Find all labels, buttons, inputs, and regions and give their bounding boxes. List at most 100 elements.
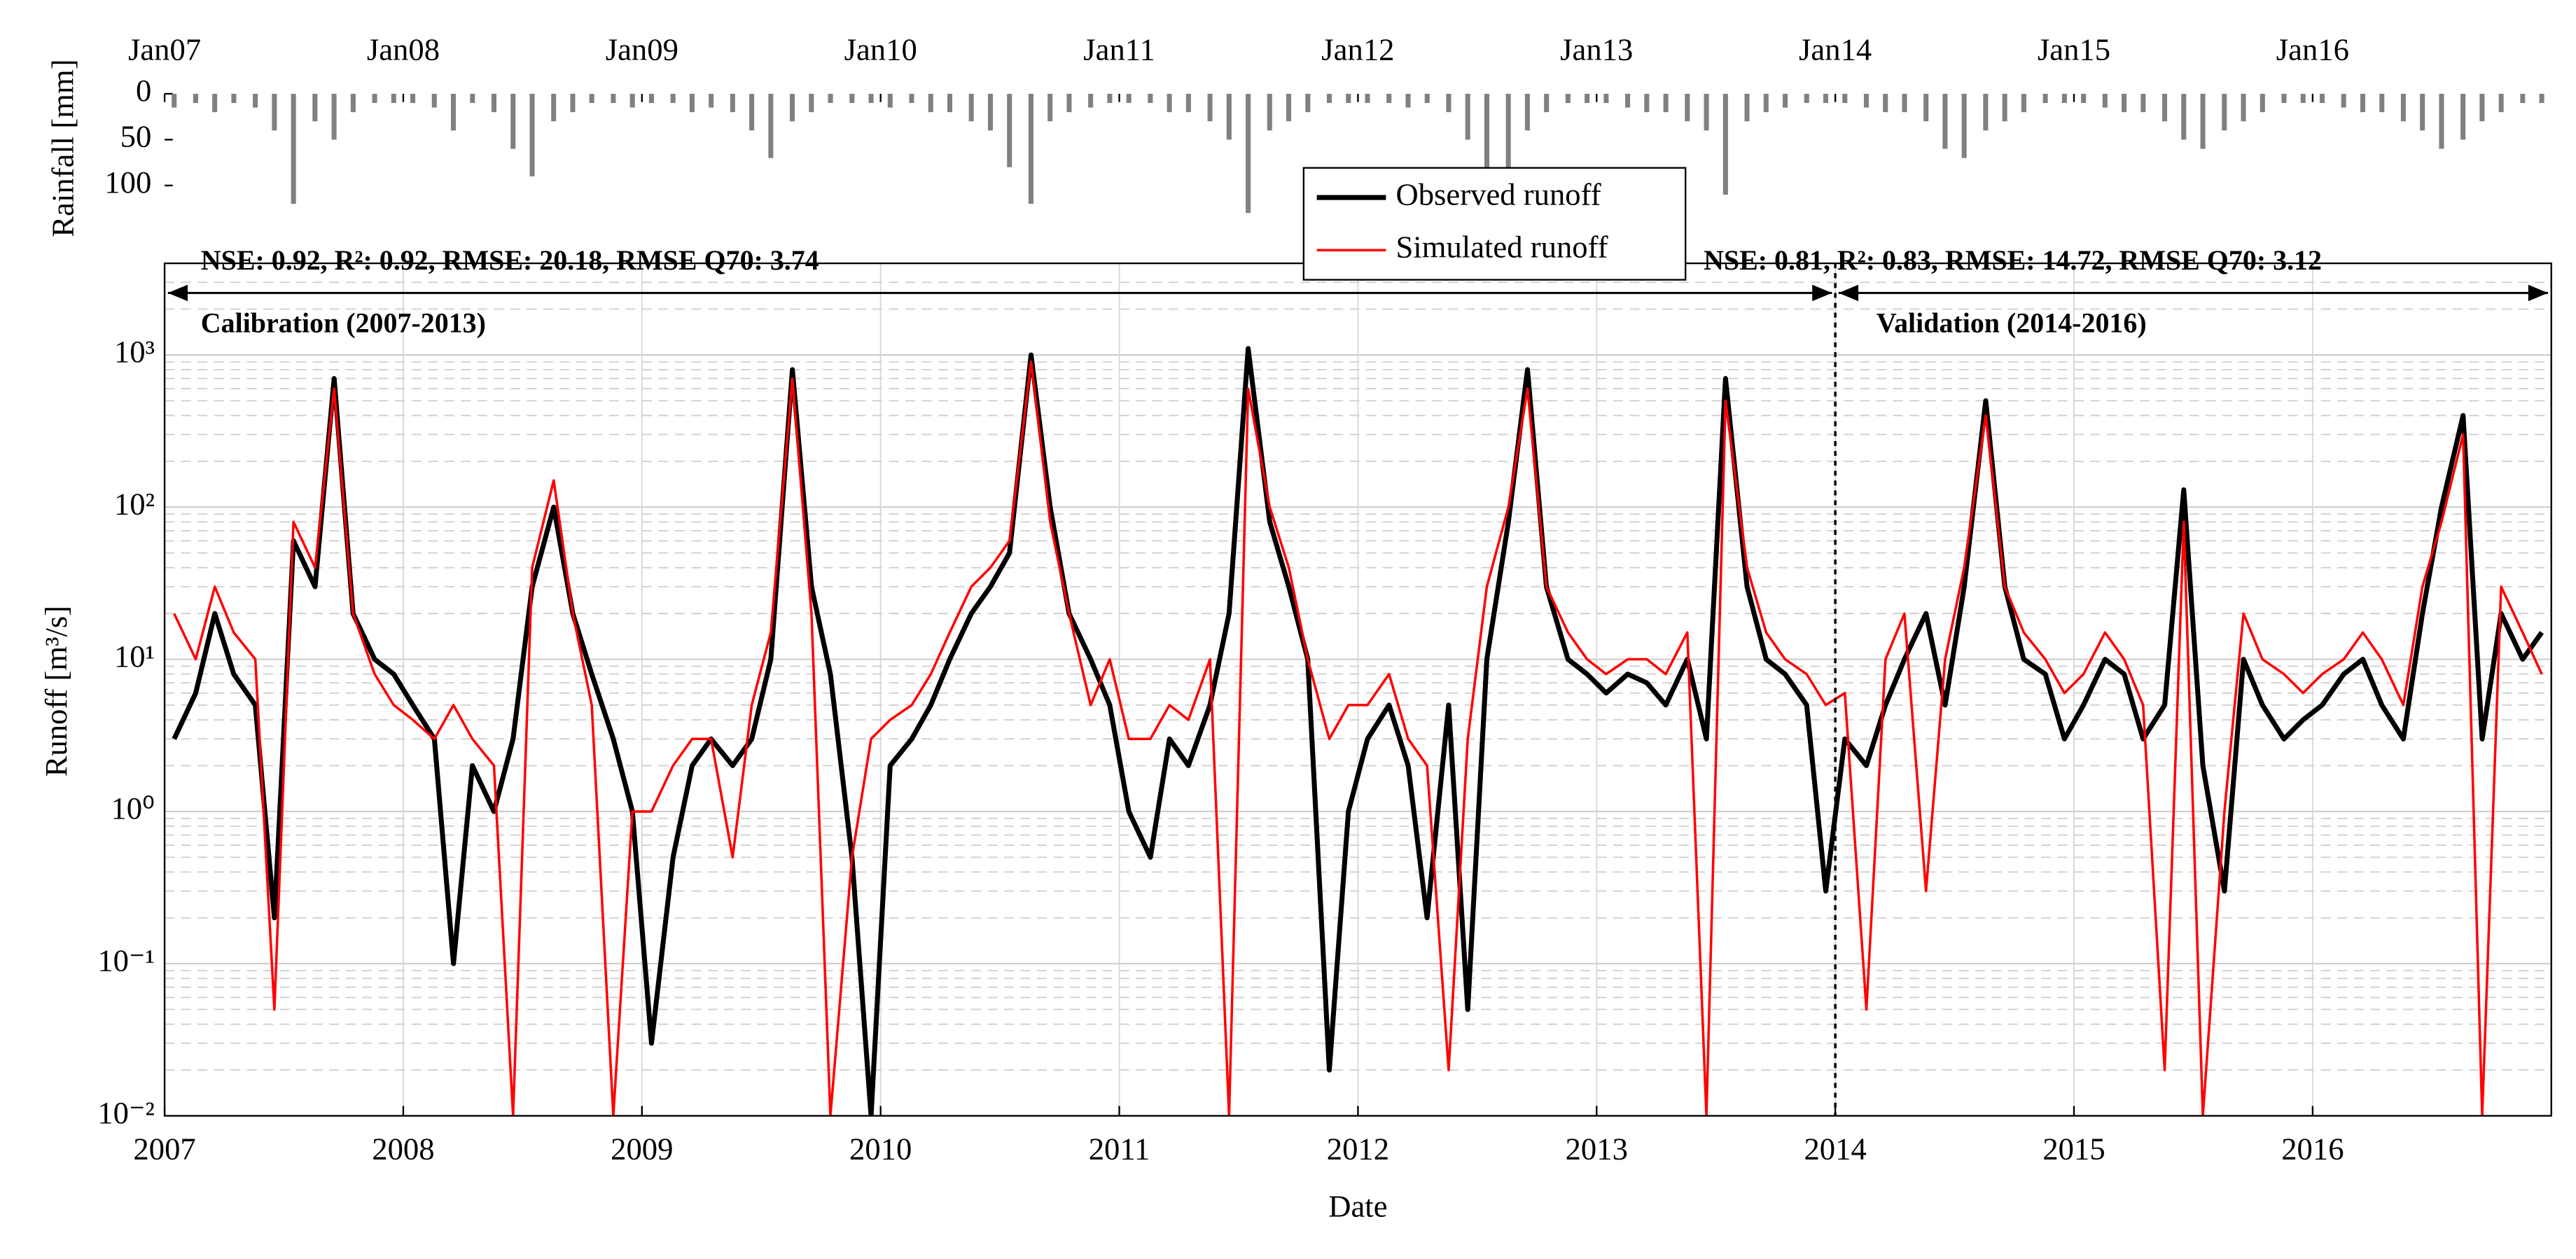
arrow-head xyxy=(1838,284,1859,302)
rain-bar xyxy=(2002,93,2007,122)
rain-bar xyxy=(2042,93,2048,104)
top-x-tick-label: Jan09 xyxy=(606,32,678,67)
rain-bar xyxy=(809,93,814,113)
rain-bar xyxy=(391,93,396,104)
rain-bar xyxy=(1207,93,1213,122)
rain-bar xyxy=(1744,93,1750,122)
top-x-tick-label: Jan12 xyxy=(1321,32,1394,67)
rain-bar xyxy=(768,93,774,158)
y-tick-label: 10¹ xyxy=(114,639,155,674)
rain-bar xyxy=(1167,93,1172,113)
rain-bar xyxy=(1923,93,1929,122)
x-tick-label: 2011 xyxy=(1089,1131,1150,1166)
rain-bar xyxy=(1783,93,1788,108)
top-x-tick-label: Jan10 xyxy=(844,32,917,67)
rain-bar xyxy=(928,93,933,113)
rain-bar xyxy=(1028,93,1033,204)
rain-bar xyxy=(1942,93,1948,149)
rain-bar xyxy=(1446,93,1451,113)
rain-bar xyxy=(291,93,296,204)
rain-bar xyxy=(589,93,594,104)
rain-bar xyxy=(410,93,416,104)
arrow-head xyxy=(1812,284,1832,302)
rain-bar xyxy=(1066,93,1072,113)
rain-bar xyxy=(1267,93,1272,131)
rain-bar xyxy=(2260,93,2265,113)
rain-bar xyxy=(172,93,177,108)
rain-bar xyxy=(1424,93,1430,104)
y-tick-label: 10³ xyxy=(114,334,155,369)
period-calibration: Calibration (2007-2013) xyxy=(201,307,486,339)
rain-bar xyxy=(1305,93,1311,113)
rain-bar xyxy=(1763,93,1769,113)
series-line xyxy=(173,361,2543,1116)
rain-bar xyxy=(1047,93,1053,122)
rain-bar xyxy=(709,93,714,108)
rain-bar xyxy=(231,93,237,104)
rain-bar xyxy=(1148,93,1153,104)
rain-bar xyxy=(1484,93,1490,167)
rain-bar xyxy=(629,93,635,108)
rain-bar xyxy=(2140,93,2146,113)
x-tick-label: 2013 xyxy=(1566,1131,1628,1166)
rain-bar xyxy=(1246,93,1251,214)
rain-bar xyxy=(510,93,516,149)
rain-bar xyxy=(193,93,198,104)
rain-bar xyxy=(1326,93,1332,104)
rain-y-tick-label: 0 xyxy=(136,73,151,108)
period-validation: Validation (2014-2016) xyxy=(1877,307,2147,339)
rain-bar xyxy=(1685,93,1690,122)
rain-bar xyxy=(2360,93,2365,113)
rain-bar xyxy=(551,93,557,122)
rain-bar xyxy=(470,93,475,104)
rain-bar xyxy=(1823,93,1829,104)
legend-box xyxy=(1302,167,1687,281)
rain-bar xyxy=(968,93,974,122)
rain-bar xyxy=(909,93,914,104)
rain-bar xyxy=(2122,93,2127,113)
rain-bar xyxy=(2200,93,2206,149)
x-tick-label: 2016 xyxy=(2281,1131,2344,1166)
rain-bar xyxy=(2181,93,2187,140)
rain-bar xyxy=(1722,93,1728,195)
rain-bar xyxy=(1524,93,1530,131)
rain-bar xyxy=(2319,93,2325,104)
x-tick-label: 2008 xyxy=(372,1131,434,1166)
rain-bar xyxy=(1386,93,1392,104)
rain-bar xyxy=(1804,93,1809,104)
rain-bar xyxy=(2479,93,2485,122)
rain-bar xyxy=(372,93,377,104)
rain-bar xyxy=(2498,93,2504,113)
rain-bar xyxy=(2420,93,2425,131)
legend-label: Observed runoff xyxy=(1395,176,1601,211)
top-x-tick-label: Jan08 xyxy=(367,32,440,67)
rain-bar xyxy=(2021,93,2026,113)
rain-bar xyxy=(1883,93,1888,113)
rain-bar xyxy=(730,93,735,113)
rain-bar xyxy=(2281,93,2287,104)
rain-bar xyxy=(451,93,457,131)
rain-bar xyxy=(689,93,695,113)
rain-bar xyxy=(1585,93,1590,104)
rain-bar xyxy=(2061,93,2067,104)
rain-bar xyxy=(868,93,874,104)
metrics-calibration: NSE: 0.92, R²: 0.92, RMSE: 20.18, RMSE Q… xyxy=(201,244,819,276)
rain-bar xyxy=(849,93,855,104)
rain-bar xyxy=(1185,93,1191,113)
rain-bar xyxy=(491,93,497,113)
y-tick-label: 10⁻¹ xyxy=(97,942,155,978)
rain-bar xyxy=(350,93,356,113)
runoff-y-label: Runoff [m³/s] xyxy=(39,606,74,777)
rain-bar xyxy=(749,93,755,131)
rain-bar xyxy=(1625,93,1631,108)
rain-bar xyxy=(2460,93,2466,140)
legend-label: Simulated runoff xyxy=(1395,230,1608,265)
top-x-tick-label: Jan11 xyxy=(1083,32,1155,67)
rain-bar xyxy=(1346,93,1351,104)
rain-bar xyxy=(1704,93,1709,131)
rain-bar xyxy=(670,93,676,104)
x-tick-label: 2015 xyxy=(2042,1131,2105,1166)
rain-bar xyxy=(2539,93,2544,104)
